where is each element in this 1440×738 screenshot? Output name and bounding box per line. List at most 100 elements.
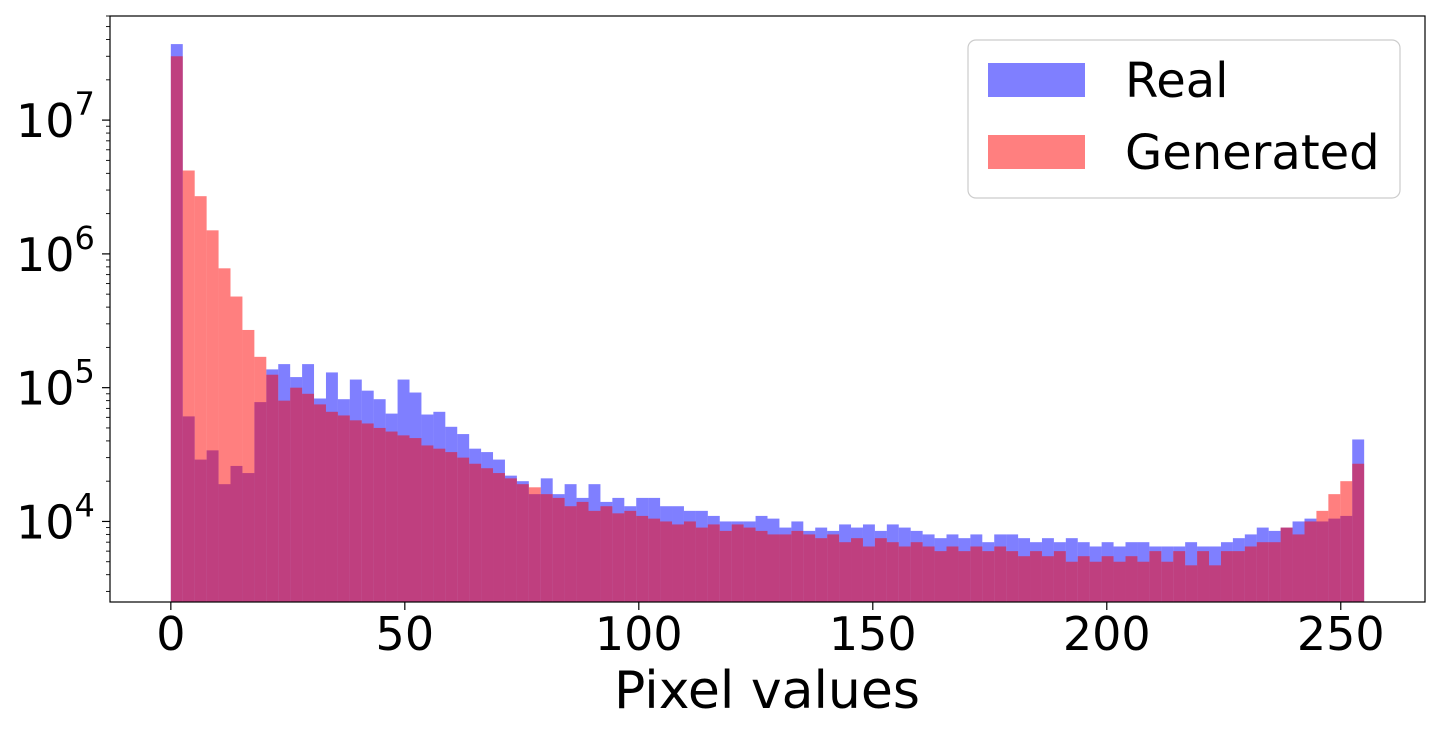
bar-generated-52 bbox=[791, 530, 804, 602]
bar-generated-15 bbox=[349, 420, 362, 602]
bar-generated-79 bbox=[1113, 561, 1126, 602]
bar-generated-82 bbox=[1149, 551, 1162, 602]
bar-generated-64 bbox=[934, 551, 947, 602]
bar-generated-66 bbox=[958, 551, 971, 602]
plot-frame bbox=[109, 15, 1426, 603]
bar-generated-26 bbox=[481, 468, 494, 602]
bar-generated-5 bbox=[230, 296, 243, 602]
y-tick-label-4: 104 bbox=[16, 486, 95, 549]
bar-generated-71 bbox=[1018, 556, 1031, 602]
bar-generated-43 bbox=[683, 521, 696, 602]
bar-generated-47 bbox=[731, 524, 744, 602]
bar-generated-85 bbox=[1185, 565, 1198, 602]
bar-generated-96 bbox=[1316, 510, 1329, 602]
bar-generated-12 bbox=[314, 404, 326, 602]
bar-generated-72 bbox=[1030, 551, 1042, 602]
legend-swatch-real bbox=[988, 63, 1085, 97]
bar-generated-73 bbox=[1041, 556, 1054, 602]
bar-generated-55 bbox=[827, 534, 840, 602]
x-tick-label-150: 150 bbox=[829, 607, 917, 661]
bar-generated-62 bbox=[910, 542, 923, 602]
bar-generated-28 bbox=[504, 478, 517, 602]
bar-generated-36 bbox=[600, 506, 613, 602]
bar-generated-60 bbox=[886, 542, 899, 602]
bar-generated-51 bbox=[779, 534, 792, 602]
x-tick-label-100: 100 bbox=[595, 607, 683, 661]
bar-generated-61 bbox=[898, 546, 911, 602]
bar-generated-21 bbox=[421, 445, 434, 602]
bar-generated-88 bbox=[1220, 551, 1233, 602]
bar-generated-93 bbox=[1280, 527, 1293, 602]
bar-generated-87 bbox=[1209, 565, 1221, 602]
bar-generated-23 bbox=[445, 452, 458, 602]
x-tick-label-0: 0 bbox=[156, 607, 185, 661]
bar-generated-3 bbox=[206, 230, 219, 602]
bar-generated-31 bbox=[540, 494, 553, 602]
bar-generated-59 bbox=[874, 538, 887, 602]
bar-generated-70 bbox=[1006, 551, 1019, 602]
bar-generated-22 bbox=[433, 448, 446, 602]
bar-generated-57 bbox=[851, 538, 863, 602]
bar-generated-11 bbox=[302, 393, 315, 602]
bar-generated-78 bbox=[1101, 556, 1114, 602]
bar-generated-80 bbox=[1125, 556, 1138, 602]
bar-generated-34 bbox=[576, 501, 589, 602]
bar-generated-81 bbox=[1137, 561, 1150, 602]
bar-generated-10 bbox=[290, 387, 303, 602]
bar-generated-86 bbox=[1197, 551, 1210, 602]
bar-generated-54 bbox=[815, 538, 828, 602]
bar-generated-76 bbox=[1077, 556, 1090, 602]
bar-generated-98 bbox=[1340, 481, 1353, 602]
x-tick-label-50: 50 bbox=[376, 607, 435, 661]
bar-generated-13 bbox=[325, 411, 338, 602]
bar-generated-1 bbox=[182, 170, 195, 602]
bar-generated-97 bbox=[1328, 494, 1341, 602]
bar-generated-4 bbox=[218, 268, 231, 602]
bar-generated-7 bbox=[254, 356, 267, 602]
bar-generated-39 bbox=[636, 515, 649, 602]
bar-generated-14 bbox=[337, 415, 350, 602]
bar-generated-6 bbox=[242, 329, 255, 602]
bar-generated-29 bbox=[516, 484, 529, 602]
y-tick-label-7: 107 bbox=[16, 85, 95, 148]
bar-generated-41 bbox=[660, 521, 673, 602]
bar-generated-69 bbox=[994, 546, 1007, 602]
bar-generated-68 bbox=[982, 551, 995, 602]
bar-generated-89 bbox=[1232, 551, 1245, 602]
bar-generated-42 bbox=[672, 524, 684, 602]
x-tick-label-200: 200 bbox=[1063, 607, 1151, 661]
bar-generated-95 bbox=[1304, 521, 1317, 602]
bar-generated-24 bbox=[457, 457, 470, 602]
bar-generated-35 bbox=[588, 510, 601, 602]
bar-generated-9 bbox=[278, 400, 291, 602]
bar-generated-2 bbox=[194, 196, 207, 602]
bar-generated-74 bbox=[1053, 551, 1066, 602]
bar-generated-53 bbox=[803, 534, 816, 602]
bar-generated-0 bbox=[170, 56, 183, 602]
bar-generated-56 bbox=[839, 542, 852, 602]
bar-generated-17 bbox=[373, 427, 386, 602]
bar-generated-40 bbox=[648, 518, 661, 602]
bar-generated-91 bbox=[1256, 542, 1269, 602]
legend-label-real: Real bbox=[1125, 53, 1228, 109]
bar-generated-77 bbox=[1089, 561, 1102, 602]
legend: Real Generated bbox=[967, 39, 1401, 199]
bar-generated-19 bbox=[397, 435, 410, 602]
y-tick-label-5: 105 bbox=[16, 353, 95, 416]
bar-generated-83 bbox=[1161, 561, 1174, 602]
bar-generated-45 bbox=[707, 524, 720, 602]
bar-generated-84 bbox=[1173, 551, 1186, 602]
bar-generated-67 bbox=[970, 546, 983, 602]
bar-generated-18 bbox=[385, 431, 398, 602]
bar-generated-16 bbox=[361, 423, 374, 602]
bar-generated-65 bbox=[946, 546, 959, 602]
bar-generated-20 bbox=[409, 438, 422, 602]
y-tick-label-6: 106 bbox=[16, 219, 95, 282]
bar-generated-38 bbox=[624, 510, 637, 602]
bar-generated-8 bbox=[266, 374, 279, 602]
bar-generated-92 bbox=[1268, 542, 1281, 602]
bar-generated-32 bbox=[552, 497, 565, 602]
bar-generated-94 bbox=[1292, 534, 1305, 602]
legend-label-generated: Generated bbox=[1125, 125, 1380, 181]
